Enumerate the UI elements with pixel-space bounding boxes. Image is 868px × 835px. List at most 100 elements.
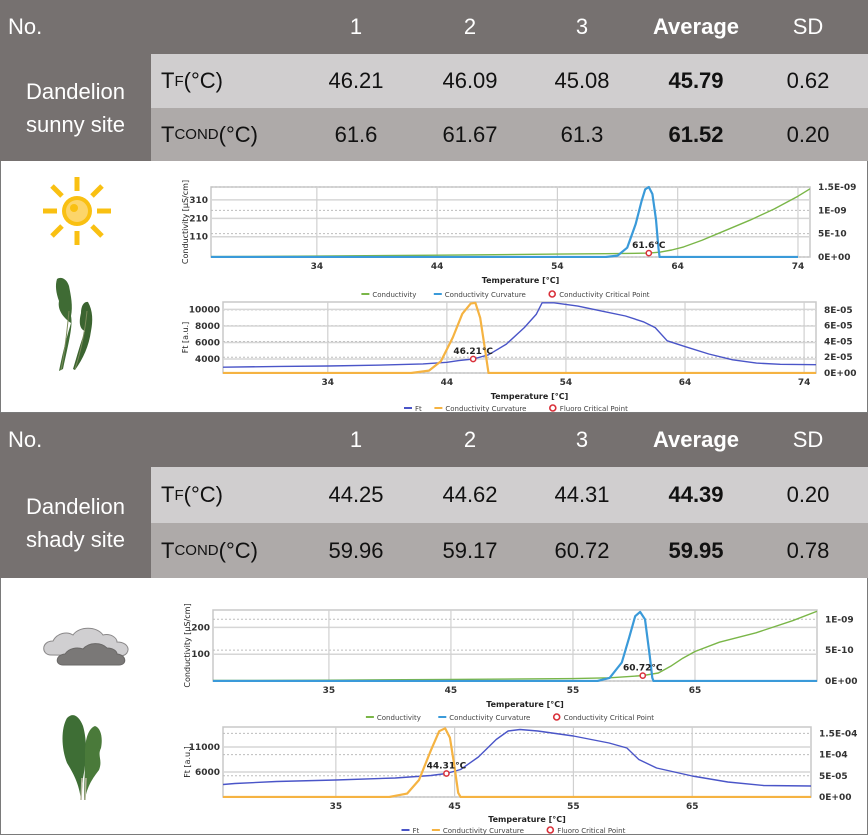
legend-item: Conductivity xyxy=(361,291,416,299)
series-line-conductivity-curvature xyxy=(223,727,811,798)
y2-tick-label: 5E-05 xyxy=(819,772,848,782)
y-axis-title: Ft [a.u.] xyxy=(183,746,192,778)
legend-label: Conductivity xyxy=(377,714,421,722)
sample-site: sunny site xyxy=(25,111,126,137)
x-tick-label: 44 xyxy=(441,378,454,388)
header-col-1: 1 xyxy=(349,14,363,39)
tf-value-3: 44.31 xyxy=(554,482,610,507)
critical-point-label: 46.21°C xyxy=(453,347,493,357)
x-tick-label: 44 xyxy=(431,262,444,272)
tf-value-2: 44.62 xyxy=(442,482,498,507)
sample-label: Dandelion shady site xyxy=(0,467,151,578)
critical-point-marker xyxy=(639,672,647,679)
y2-tick-label: 0E+00 xyxy=(825,677,857,687)
legend-label: Fluoro Critical Point xyxy=(560,405,628,412)
series-line-conductivity xyxy=(213,610,817,682)
y2-tick-label: 0E+00 xyxy=(819,793,851,803)
critical-point-marker xyxy=(469,355,477,363)
legend-label: Conductivity Critical Point xyxy=(564,714,655,722)
legend-label: Ft xyxy=(415,405,422,412)
tcond-value-1: 59.96 xyxy=(328,537,384,563)
header-sd: SD xyxy=(792,14,824,39)
row-label-tcond: T COND (°C) xyxy=(161,537,258,563)
legend-item: Fluoro Critical Point xyxy=(548,404,628,412)
sun-icon xyxy=(43,177,111,245)
shady-icons xyxy=(43,627,129,801)
y2-tick-label: 2E-05 xyxy=(824,353,853,363)
x-tick-label: 45 xyxy=(448,802,461,812)
y-tick-label: 6000 xyxy=(195,338,220,348)
y2-tick-label: 1E-09 xyxy=(818,206,847,216)
legend-swatch xyxy=(548,404,557,412)
y-tick-label: 100 xyxy=(191,650,210,660)
tcond-value-1: 61.6 xyxy=(334,121,378,147)
legend-label: Fluoro Critical Point xyxy=(557,827,625,834)
x-axis-title: Temperature [°C] xyxy=(482,276,560,285)
legend-item: Conductivity Curvature xyxy=(438,714,530,722)
y-tick-label: 11000 xyxy=(189,743,220,753)
legend-item: Conductivity Curvature xyxy=(433,291,526,299)
legend-label: Conductivity xyxy=(372,291,416,299)
y-tick-label: 110 xyxy=(189,233,208,243)
tcond-value-2: 59.17 xyxy=(442,537,498,563)
y-tick-label: 6000 xyxy=(195,768,220,778)
critical-point-label: 44.31°C xyxy=(427,762,467,772)
header-sd: SD xyxy=(792,427,824,452)
series-line-conductivity-curvature xyxy=(223,301,816,374)
x-tick-label: 34 xyxy=(322,378,335,388)
legend-swatch xyxy=(546,826,555,834)
x-tick-label: 64 xyxy=(679,378,692,388)
legend-label: Conductivity Critical Point xyxy=(559,291,650,299)
legend-item: Conductivity Curvature xyxy=(431,827,524,834)
x-tick-label: 74 xyxy=(792,262,805,272)
sample-site: shady site xyxy=(25,526,126,552)
series-line-conductivity xyxy=(211,188,810,258)
y2-tick-label: 8E-05 xyxy=(824,306,853,316)
tcond-value-3: 61.3 xyxy=(560,121,604,147)
plot-area xyxy=(222,301,817,374)
plot-area xyxy=(210,186,811,258)
shady-charts-svg: 0E+00 5E-10 1E-09 100 200 35 45 55 65 Temperature… xyxy=(183,603,857,834)
sample-name: Dandelion xyxy=(25,78,126,104)
header-col-1: 1 xyxy=(349,427,363,452)
y2-tick-label: 1E-09 xyxy=(825,615,854,625)
y-tick-label: 200 xyxy=(191,623,210,633)
x-tick-label: 55 xyxy=(567,802,580,812)
x-tick-label: 54 xyxy=(551,262,564,272)
header-col-3: 3 xyxy=(575,427,589,452)
y-tick-label: 210 xyxy=(189,214,208,224)
sunny-icons xyxy=(43,177,111,371)
tf-sd: 0.20 xyxy=(786,482,830,507)
x-tick-label: 35 xyxy=(330,802,343,812)
critical-point-marker xyxy=(443,770,450,777)
legend-label: Conductivity Curvature xyxy=(445,291,526,299)
y-tick-label: 8000 xyxy=(195,322,220,332)
sunny-conductivity-chart: 0E+00 5E-10 1E-09 1.5E-09 110 210 310 34 44 54 64 7… xyxy=(181,180,856,299)
tf-average: 44.39 xyxy=(668,482,724,507)
legend-item: Conductivity xyxy=(365,714,421,722)
legend-item: Conductivity Curvature xyxy=(434,405,526,412)
tcond-average: 61.52 xyxy=(668,121,724,147)
tcond-value-3: 60.72 xyxy=(554,537,610,563)
y-tick-label: 310 xyxy=(189,196,208,206)
x-tick-label: 74 xyxy=(798,378,811,388)
x-tick-label: 65 xyxy=(689,686,702,696)
series-line-conductivity-curvature xyxy=(213,610,817,682)
legend-item: Ft xyxy=(404,405,422,412)
legend-label: Conductivity Curvature xyxy=(445,405,526,412)
legend-item: Conductivity Critical Point xyxy=(552,713,655,722)
y2-tick-label: 5E-10 xyxy=(825,646,854,656)
row-label-tcond: T COND (°C) xyxy=(161,121,258,147)
series-line-ft xyxy=(223,728,811,787)
tf-average: 45.79 xyxy=(668,68,724,93)
tcond-sd: 0.20 xyxy=(786,121,830,147)
legend-label: Conductivity Curvature xyxy=(443,827,524,834)
y2-tick-label: 0E+00 xyxy=(818,253,850,263)
sunny-site-table: No. 1 2 3 Average SD Dandelion sunny sit… xyxy=(0,0,868,161)
table-header-row: No. 1 2 3 Average SD xyxy=(0,0,868,54)
y2-tick-label: 1.5E-04 xyxy=(819,729,857,739)
x-tick-label: 65 xyxy=(686,802,699,812)
